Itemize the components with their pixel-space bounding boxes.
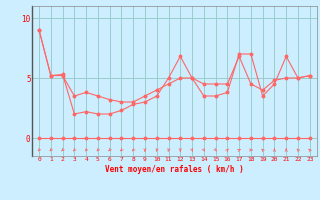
X-axis label: Vent moyen/en rafales ( km/h ): Vent moyen/en rafales ( km/h ) (105, 165, 244, 174)
